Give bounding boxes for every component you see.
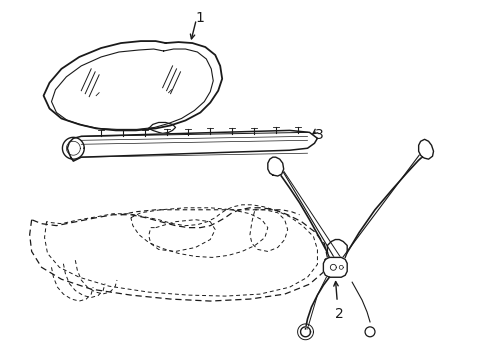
Text: 2: 2 [334,307,343,321]
Polygon shape [418,139,433,159]
Polygon shape [267,157,283,176]
Polygon shape [67,130,317,161]
Polygon shape [323,257,346,277]
Text: 1: 1 [196,11,204,25]
Circle shape [365,327,374,337]
Text: 3: 3 [314,129,323,143]
